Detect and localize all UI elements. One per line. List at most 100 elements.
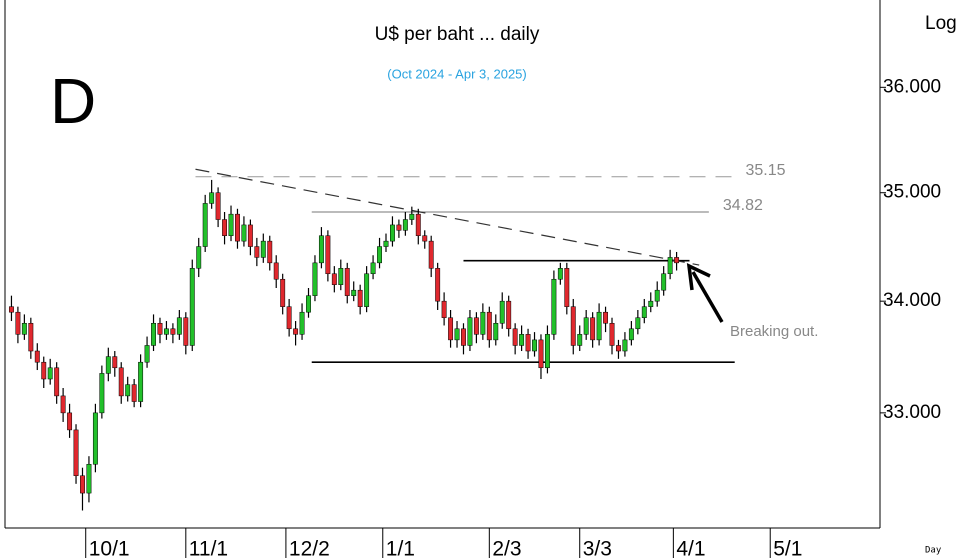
arrow-shaft	[691, 271, 724, 323]
candle-body	[60, 395, 66, 414]
candle-body	[525, 334, 531, 352]
candle-body	[564, 268, 570, 307]
x-tick-label: 4/1	[676, 538, 705, 560]
candle-body	[415, 213, 421, 236]
candle-body	[390, 224, 395, 242]
candle-body	[448, 317, 454, 341]
candle-body	[461, 328, 466, 346]
candle-body	[99, 373, 105, 414]
candle-body	[473, 317, 479, 335]
candle-body	[54, 367, 60, 397]
y-tick-label: 34.000	[883, 290, 941, 311]
candle-body	[396, 224, 402, 231]
candle-body	[641, 306, 647, 318]
candle-body	[383, 240, 389, 247]
candle-body	[364, 273, 370, 307]
candle-body	[183, 317, 189, 346]
candle-body	[312, 262, 318, 296]
candle-body	[325, 235, 331, 275]
candle-body	[583, 317, 589, 335]
candle-body	[170, 328, 176, 335]
candle-body	[9, 306, 14, 313]
period-label: Day	[925, 546, 942, 556]
candle-body	[21, 322, 27, 335]
candle-body	[351, 289, 357, 296]
x-tick-label: 10/1	[89, 538, 130, 560]
x-tick-label: 12/2	[289, 538, 330, 560]
candle-body	[422, 235, 428, 242]
candle-body	[28, 322, 34, 352]
candle-body	[338, 268, 344, 285]
candle-body	[131, 384, 137, 402]
candle-body	[661, 273, 667, 291]
candle-body	[267, 240, 273, 264]
scale-label: Log	[925, 13, 957, 34]
candle-body	[538, 339, 544, 369]
candle-body	[622, 339, 628, 352]
candle-body	[235, 213, 240, 242]
x-tick-label: 1/1	[386, 538, 415, 560]
candle-body	[241, 224, 247, 242]
candle-body	[467, 317, 473, 346]
candle-body	[402, 219, 408, 231]
candle-body	[590, 317, 596, 341]
x-tick-label: 3/3	[583, 538, 612, 560]
candle-body	[138, 361, 144, 402]
candle-body	[47, 367, 53, 380]
trend-line	[195, 168, 700, 266]
candle-body	[144, 345, 150, 363]
candle-body	[486, 311, 492, 341]
candle-body	[157, 322, 163, 335]
candle-body	[609, 322, 615, 346]
candle-body	[34, 350, 40, 363]
candle-body	[293, 328, 299, 335]
candle-body	[176, 317, 182, 335]
arrow-head	[686, 263, 711, 291]
y-tick-label: 33.000	[883, 402, 941, 423]
candle-body	[92, 412, 98, 465]
candle-body	[222, 219, 228, 236]
chart-title: U$ per baht ... daily	[375, 24, 540, 45]
candle-body	[299, 311, 305, 335]
candle-body	[189, 268, 195, 346]
candle-body	[125, 384, 131, 397]
candle-body	[557, 268, 563, 280]
candle-body	[280, 278, 286, 307]
candle-body	[506, 300, 512, 330]
y-tick-label: 35.000	[883, 182, 941, 203]
y-tick-label: 36.000	[883, 76, 941, 97]
candle-body	[151, 322, 156, 346]
candle-body	[209, 192, 215, 204]
level-label: 35.15	[745, 162, 785, 179]
candle-body	[273, 262, 279, 280]
candle-body	[80, 475, 85, 494]
candle-body	[512, 328, 518, 346]
candle-body	[667, 257, 673, 275]
candle-body	[163, 328, 169, 335]
candle-body	[499, 300, 505, 324]
chart-subtitle: (Oct 2024 - Apr 3, 2025)	[387, 66, 526, 81]
candle-body	[377, 246, 382, 264]
candle-body	[551, 278, 557, 335]
x-tick-label: 2/3	[492, 538, 521, 560]
candle-body	[15, 311, 21, 335]
candle-body	[544, 334, 550, 369]
candle-body	[331, 273, 337, 285]
candle-body	[318, 235, 324, 264]
candle-body	[306, 295, 311, 313]
x-tick-label: 11/1	[189, 538, 228, 560]
candle-body	[628, 328, 634, 341]
candle-body	[215, 192, 221, 220]
candle-body	[596, 311, 602, 341]
candle-body	[228, 213, 234, 236]
candle-body	[532, 339, 537, 352]
x-tick-label: 5/1	[773, 538, 802, 560]
candle-body	[202, 203, 208, 247]
candle-body	[344, 268, 350, 296]
candle-body	[286, 306, 292, 330]
candle-body	[616, 345, 621, 352]
candle-body	[86, 463, 92, 494]
annotation: Breaking out.	[730, 323, 818, 340]
candle-body	[247, 224, 253, 247]
